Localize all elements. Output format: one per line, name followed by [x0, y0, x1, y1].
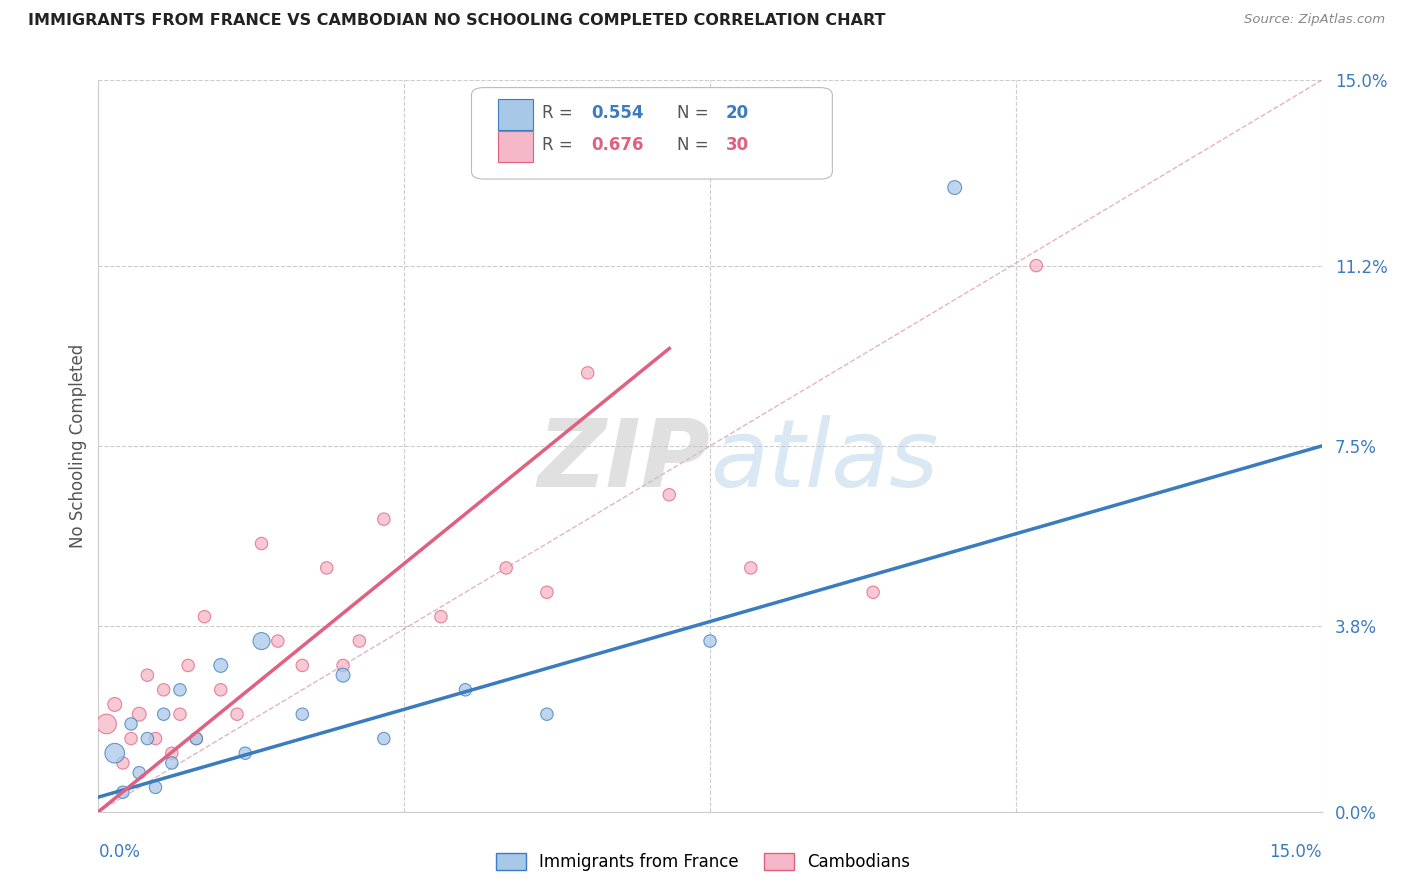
Point — [267, 634, 290, 648]
Point — [740, 561, 762, 575]
Point — [209, 658, 232, 673]
Point — [145, 780, 167, 795]
Point — [152, 682, 174, 697]
Point — [430, 609, 453, 624]
Point — [495, 561, 517, 575]
Y-axis label: No Schooling Completed: No Schooling Completed — [69, 344, 87, 548]
Point — [104, 746, 127, 760]
Text: 0.676: 0.676 — [592, 136, 644, 154]
Point — [152, 707, 174, 722]
Point — [177, 658, 200, 673]
Point — [315, 561, 337, 575]
Point — [120, 717, 142, 731]
Point — [104, 698, 127, 712]
Point — [145, 731, 167, 746]
Point — [209, 682, 232, 697]
Text: R =: R = — [543, 104, 578, 122]
Point — [233, 746, 256, 760]
Text: atlas: atlas — [710, 415, 938, 506]
Point — [699, 634, 721, 648]
Point — [136, 668, 159, 682]
Point — [193, 609, 215, 624]
Point — [160, 746, 183, 760]
Point — [160, 756, 183, 770]
Point — [373, 512, 395, 526]
Text: 20: 20 — [725, 104, 749, 122]
Text: 15.0%: 15.0% — [1270, 843, 1322, 861]
Point — [169, 707, 191, 722]
Point — [658, 488, 681, 502]
Point — [186, 731, 208, 746]
Text: R =: R = — [543, 136, 578, 154]
Point — [128, 765, 150, 780]
Bar — [498, 131, 533, 162]
Point — [250, 634, 273, 648]
Text: 0.554: 0.554 — [592, 104, 644, 122]
Point — [169, 682, 191, 697]
Point — [454, 682, 477, 697]
Point — [862, 585, 884, 599]
Point — [373, 731, 395, 746]
Text: N =: N = — [678, 136, 714, 154]
Text: 0.0%: 0.0% — [98, 843, 141, 861]
Text: Source: ZipAtlas.com: Source: ZipAtlas.com — [1244, 13, 1385, 27]
Point — [332, 668, 354, 682]
Point — [250, 536, 273, 550]
Text: ZIP: ZIP — [537, 415, 710, 507]
Point — [111, 785, 134, 799]
Bar — [498, 99, 533, 130]
Text: IMMIGRANTS FROM FRANCE VS CAMBODIAN NO SCHOOLING COMPLETED CORRELATION CHART: IMMIGRANTS FROM FRANCE VS CAMBODIAN NO S… — [28, 13, 886, 29]
FancyBboxPatch shape — [471, 87, 832, 179]
Point — [128, 707, 150, 722]
Point — [291, 707, 314, 722]
Point — [576, 366, 599, 380]
Point — [291, 658, 314, 673]
Point — [536, 707, 558, 722]
Text: 30: 30 — [725, 136, 749, 154]
Point — [349, 634, 371, 648]
Point — [226, 707, 249, 722]
Point — [111, 756, 134, 770]
Point — [536, 585, 558, 599]
Point — [96, 717, 118, 731]
Legend: Immigrants from France, Cambodians: Immigrants from France, Cambodians — [488, 845, 918, 880]
Point — [332, 658, 354, 673]
Point — [943, 180, 966, 194]
Point — [186, 731, 208, 746]
Point — [136, 731, 159, 746]
Text: N =: N = — [678, 104, 714, 122]
Point — [120, 731, 142, 746]
Point — [1025, 259, 1047, 273]
